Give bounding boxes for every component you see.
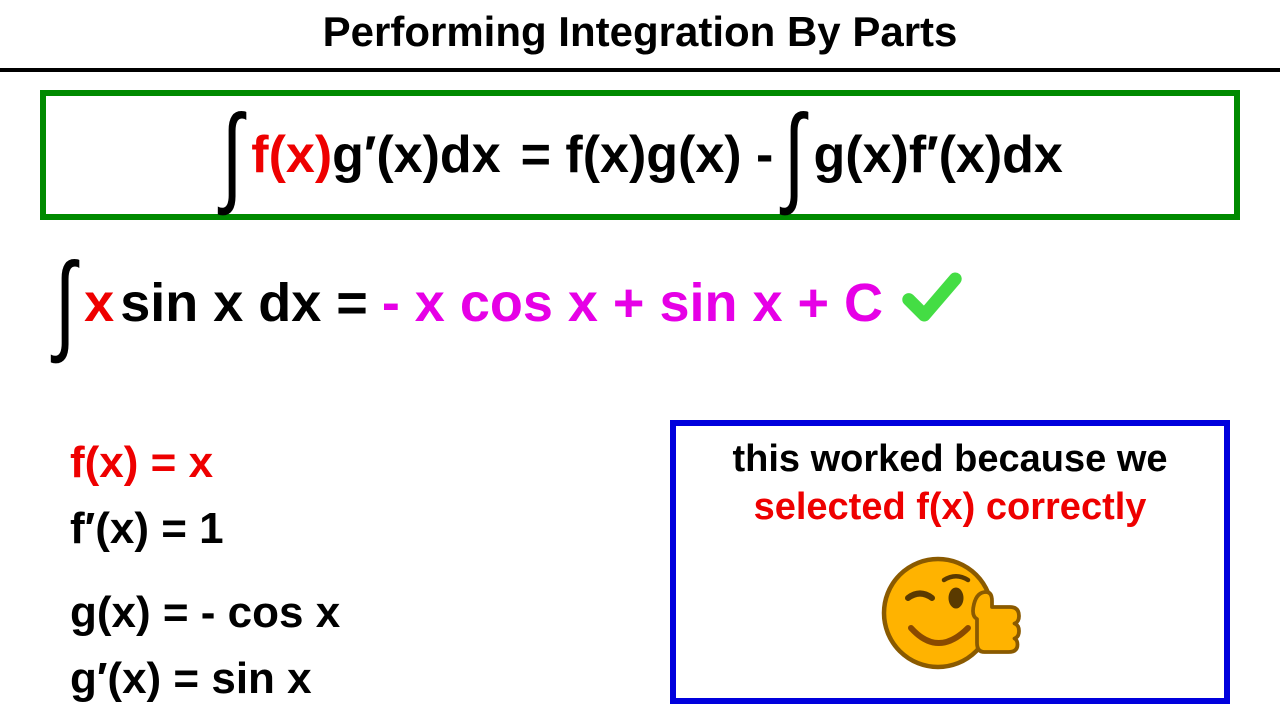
sub-gx: g(x) = - cos x [70,580,340,646]
sub-fx: f(x) = x [70,430,340,496]
page-title: Performing Integration By Parts [0,0,1280,68]
note-line1: this worked because we [732,438,1167,480]
example-equation: ∫ x sin x dx = - x cos x + sin x + C [50,248,1240,358]
note-box: this worked because we selected f(x) cor… [670,420,1230,704]
thumbs-up-emoji-icon [688,535,1212,690]
sub-gpx: g′(x) = sin x [70,646,340,712]
title-divider [0,68,1280,72]
check-icon [901,266,963,341]
example-lhs: sin x dx = [120,272,368,334]
sub-fpx: f′(x) = 1 [70,496,340,562]
formula-fx: f(x) [251,125,332,185]
formula-box: ∫ f(x) g′(x)dx = f(x)g(x) - ∫ g(x)f′(x)d… [40,90,1240,220]
substitutions: f(x) = x f′(x) = 1 g(x) = - cos x g′(x) … [70,430,340,712]
formula-gpx: g′(x)dx [332,125,500,185]
example-result: - x cos x + sin x + C [382,272,883,334]
example-x: x [84,272,114,334]
note-line2: selected f(x) correctly [754,486,1147,528]
formula-rhs-start: = f(x)g(x) - [521,125,774,185]
formula-rhs-int: g(x)f′(x)dx [814,125,1063,185]
